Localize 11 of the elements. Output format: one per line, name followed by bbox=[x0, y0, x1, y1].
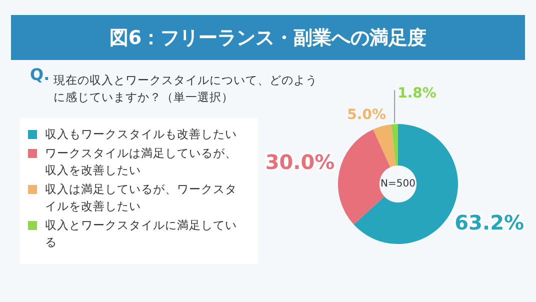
text: N=500 bbox=[380, 178, 416, 190]
legend-label: 収入もワークスタイルも改善したい bbox=[45, 126, 238, 143]
data-label: 30.0% bbox=[265, 150, 335, 174]
legend-label: 収入は満足しているが、ワークスタイルを改善したい bbox=[45, 181, 238, 215]
chart-title: 図6：フリーランス・副業への満足度 bbox=[11, 15, 525, 60]
legend-label: ワークスタイルは満足しているが、収入を改善したい bbox=[45, 145, 238, 179]
data-label: 63.2% bbox=[454, 210, 524, 234]
data-label: 5.0% bbox=[347, 106, 386, 123]
data-label: 1.8% bbox=[398, 86, 436, 102]
legend-label: 収入とワークスタイルに満足している bbox=[45, 217, 238, 251]
chart-subtitle: Q. 現在の収入とワークスタイルについて、どのように感じていますか？（単一選択） bbox=[30, 65, 319, 106]
